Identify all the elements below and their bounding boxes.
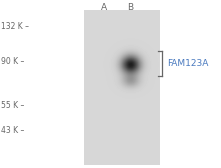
- Text: B: B: [127, 3, 133, 12]
- Text: 90 K –: 90 K –: [1, 57, 25, 66]
- Text: 132 K –: 132 K –: [1, 22, 29, 31]
- Text: 55 K –: 55 K –: [1, 100, 25, 110]
- Text: 43 K –: 43 K –: [1, 126, 25, 135]
- Text: A: A: [101, 3, 107, 12]
- Text: FAM123A: FAM123A: [167, 58, 208, 68]
- FancyBboxPatch shape: [84, 10, 159, 165]
